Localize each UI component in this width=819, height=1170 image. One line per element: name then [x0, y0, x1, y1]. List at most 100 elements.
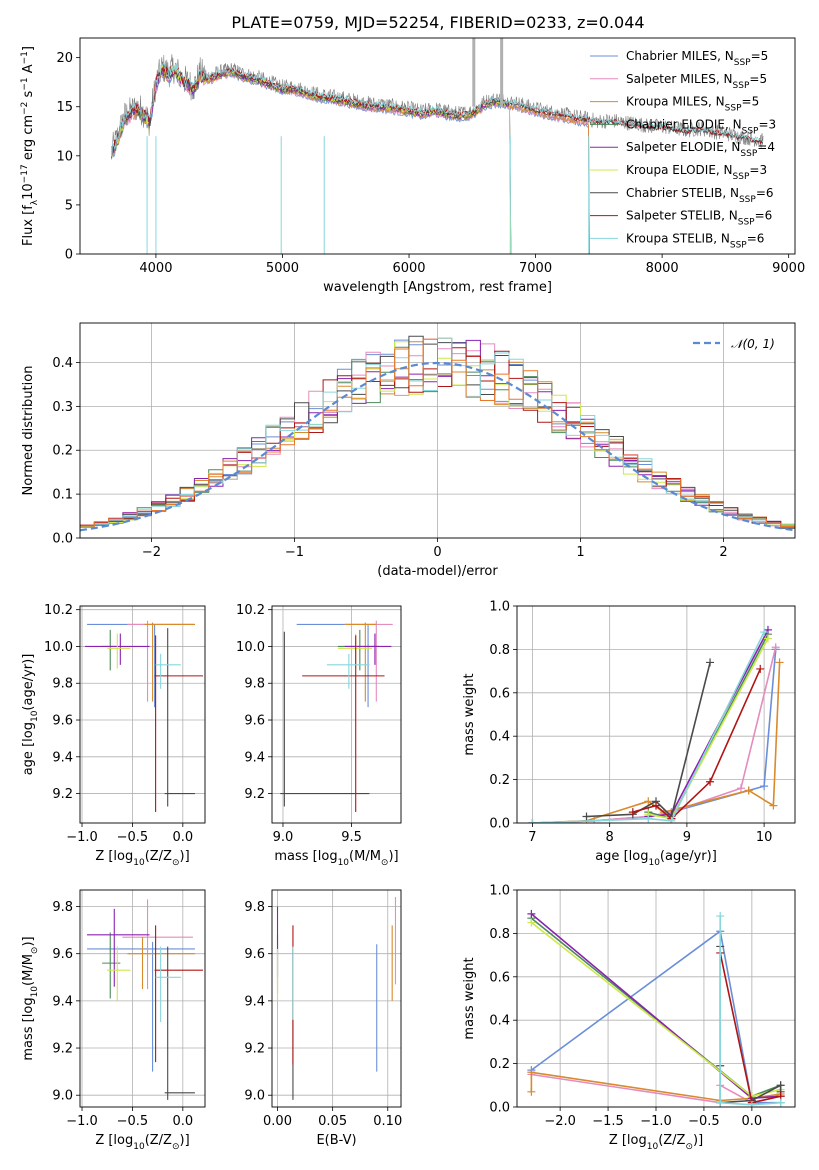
point-marker-kroupa-miles: [527, 1087, 536, 1096]
point-marker-kroupa-elodie: [763, 634, 772, 643]
y-axis-label: age [log10(age/yr)]: [21, 654, 40, 776]
point-marker-chabrier-miles: [760, 782, 769, 791]
y-tick-label: 9.2: [52, 787, 73, 802]
y-tick-label: 0.2: [489, 1057, 510, 1072]
y-tick-label: 9.6: [244, 714, 265, 729]
legend-label-salpeter-elodie: Salpeter ELODIE, NSSP=4: [626, 140, 775, 159]
x-tick-label: 4000: [139, 261, 172, 276]
legend-label-chabrier-stelib: Chabrier STELIB, NSSP=6: [626, 186, 774, 205]
x-axis-label: age [log10(age/yr)]: [595, 849, 717, 868]
x-tick-label: −1.0: [66, 830, 98, 845]
y-tick-label: 9.8: [244, 677, 265, 692]
y-tick-label: 15: [56, 100, 73, 115]
y-tick-label: 9.2: [244, 1042, 265, 1057]
point-marker-kroupa-stelib: [644, 814, 653, 823]
gaussian-curve: [80, 361, 795, 532]
point-marker-salpeter-elodie: [527, 909, 536, 918]
x-tick-label: −1.0: [640, 1114, 672, 1129]
point-marker-salpeter-stelib: [628, 808, 637, 817]
panel-age-vs-mass: 9.0 9.5 9.2 9.4 9.6 9.8 10.0 10.2 mass [log10(M/…: [236, 603, 402, 868]
errorbar-chabrier-stelib: [280, 631, 370, 807]
y-tick-label: 0.8: [489, 927, 510, 942]
x-tick-label: 9.5: [341, 830, 362, 845]
y-tick-label: 9.2: [52, 1042, 73, 1057]
grid: [80, 890, 205, 1107]
y-axis-label: mass weight: [462, 957, 477, 1039]
y-tick-label: 9.6: [244, 947, 265, 962]
x-tick-label: −0.5: [117, 1114, 149, 1129]
y-tick-label: 0.6: [489, 686, 510, 701]
y-tick-label: 10.0: [44, 640, 73, 655]
axes-frame: [271, 889, 402, 1108]
sky-line-band: [472, 38, 476, 107]
point-marker-kroupa-elodie: [527, 918, 536, 927]
y-tick-label: 9.8: [244, 900, 265, 915]
point-marker-kroupa-stelib: [776, 1098, 785, 1107]
errorbar-kroupa-elodie: [107, 633, 131, 669]
legend-label-kroupa-elodie: Kroupa ELODIE, NSSP=3: [626, 163, 767, 182]
errorbar-chabrier-stelib: [164, 946, 195, 1100]
y-tick-label: 0.2: [489, 773, 510, 788]
legend-label-salpeter-miles: Salpeter MILES, NSSP=5: [626, 72, 767, 91]
legend-label-chabrier-miles: Chabrier MILES, NSSP=5: [626, 49, 768, 68]
point-marker-chabrier-stelib: [706, 658, 715, 667]
point-marker-salpeter-stelib: [652, 801, 660, 810]
point-marker-kroupa-stelib: [667, 816, 676, 823]
y-tick-label: 0.0: [489, 1101, 510, 1116]
x-tick-label: 0.10: [373, 1114, 402, 1129]
y-tick-label: 0.6: [489, 970, 510, 985]
axes-frame: [79, 605, 206, 824]
x-tick-label: 9.0: [273, 830, 294, 845]
point-marker-kroupa-miles: [744, 786, 753, 795]
x-tick-label: 7000: [519, 261, 552, 276]
y-tick-label: 9.0: [52, 1089, 73, 1104]
x-tick-label: 5000: [266, 261, 299, 276]
y-tick-label: 0.1: [52, 488, 73, 503]
y-tick-label: 9.4: [244, 750, 265, 765]
y-tick-label: 10.2: [236, 603, 265, 618]
x-tick-label: 8: [606, 830, 614, 845]
x-tick-label: −1.0: [66, 1114, 98, 1129]
x-tick-label: 0.05: [318, 1114, 347, 1129]
point-marker-chabrier-stelib: [582, 812, 591, 821]
errorbar-kroupa-elodie: [107, 946, 131, 1001]
x-axis-label: mass [log10(M/M⊙)]: [274, 849, 398, 868]
plot-area: [111, 38, 764, 254]
figure-title: PLATE=0759, MJD=52254, FIBERID=0233, z=0…: [231, 13, 644, 32]
point-marker-kroupa-stelib: [747, 1100, 756, 1107]
series-line-kroupa-stelib: [719, 916, 781, 1106]
series-line-chabrier-miles: [530, 929, 781, 1104]
x-axis-label: wavelength [Angstrom, rest frame]: [323, 280, 552, 295]
errorbar-kroupa-stelib: [155, 653, 181, 689]
errorbar-salpeter-elodie: [344, 633, 392, 665]
residual-histogram-9: [80, 338, 795, 528]
sky-line-band: [500, 38, 504, 107]
x-axis-label: Z [log10(Z/Z⊙)]: [609, 1133, 703, 1152]
y-tick-label: 9.8: [52, 677, 73, 692]
errorbar-kroupa-stelib: [155, 946, 181, 1023]
panel-mass-weight-vs-Z: −2.0 −1.5 −1.0 −0.5 0.0 0.0 0.2 0.4 0.6 0.8 1.0 Z […: [462, 884, 796, 1152]
x-tick-label: −1: [285, 545, 304, 560]
x-tick-label: −0.5: [117, 830, 149, 845]
legend-label-kroupa-miles: Kroupa MILES, NSSP=5: [626, 95, 759, 114]
y-axis-label: mass weight: [462, 673, 477, 755]
series-line-kroupa-stelib: [532, 631, 765, 823]
errorbar-salpeter-elodie: [87, 908, 150, 987]
y-tick-label: 0.4: [489, 1014, 510, 1029]
x-tick-label: 0.00: [263, 1114, 292, 1129]
x-axis-label: Z [log10(Z/Z⊙)]: [95, 1133, 189, 1152]
plot-area: [87, 899, 203, 1100]
point-marker-kroupa-miles: [644, 797, 653, 806]
x-tick-label: 0.0: [172, 1114, 193, 1129]
panel-residuals: −2 −1 0 1 2 0.0 0.1 0.2 0.3 0.4 (data-model)/error…: [21, 322, 796, 579]
x-tick-label: −2: [142, 545, 161, 560]
errorbar-salpeter-miles: [122, 899, 193, 990]
point-marker-kroupa-stelib: [716, 912, 725, 921]
y-tick-label: 9.6: [52, 947, 73, 962]
plot-area: [527, 909, 785, 1107]
y-tick-label: 20: [56, 51, 73, 66]
x-tick-label: 7: [528, 830, 536, 845]
x-tick-label: 9: [683, 830, 691, 845]
